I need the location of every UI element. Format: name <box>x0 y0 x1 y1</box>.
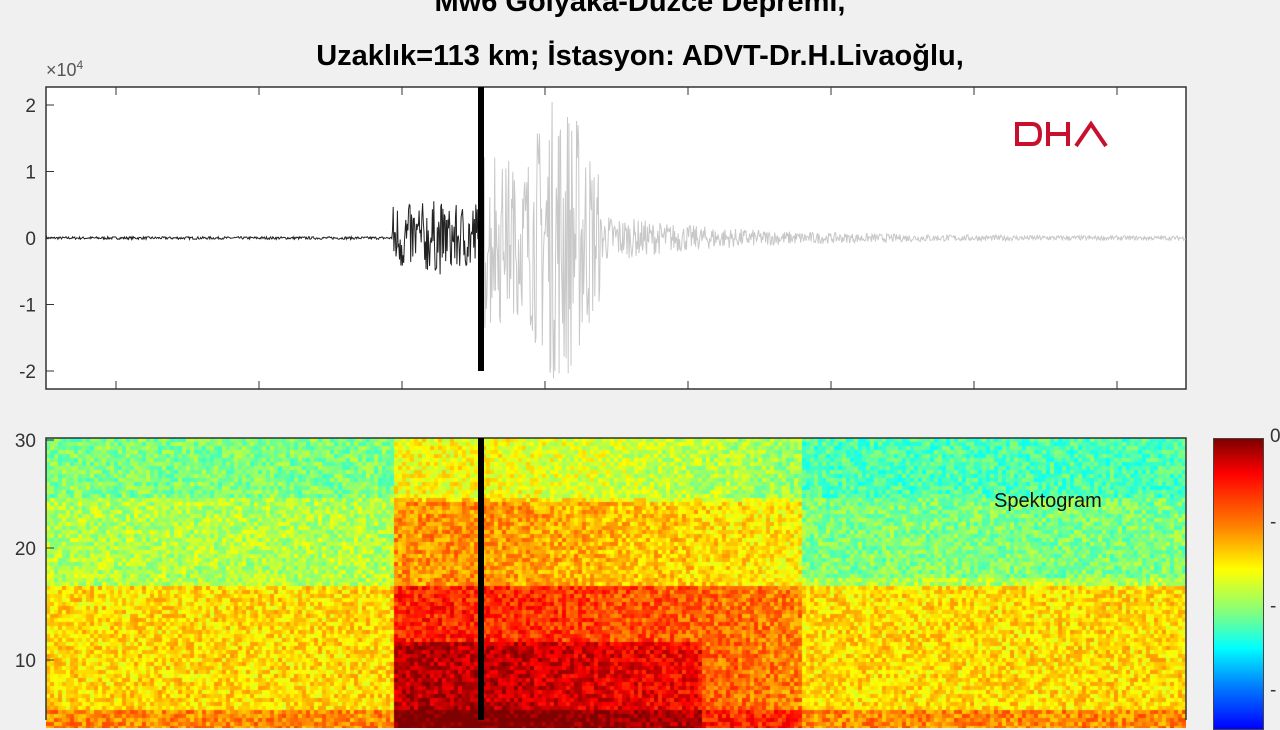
y-tick-label: 2 <box>25 96 36 117</box>
y-multiplier: ×104 <box>46 58 84 80</box>
y-tick-label: 30 <box>15 431 36 452</box>
colorbar-tick: - <box>1270 680 1277 701</box>
colorbar-tick: - <box>1270 596 1277 617</box>
chart-title-line1: Mw6 Gölyaka-Düzce Depremi, <box>434 0 846 18</box>
y-tick-label: -2 <box>19 362 36 383</box>
y-tick-label: 0 <box>25 229 36 250</box>
y-tick-label: 10 <box>15 651 36 672</box>
y-tick-label: 1 <box>25 163 36 184</box>
spectrogram-axes <box>45 437 1187 720</box>
spectrogram-heatmap <box>46 438 1186 728</box>
colorbar-tick: - <box>1270 512 1277 533</box>
waveform-remaining <box>480 101 1187 379</box>
colorbar-tick: 0 <box>1270 426 1280 447</box>
spectrogram-label: Spektogram <box>994 490 1102 512</box>
y-tick-label: -1 <box>19 296 36 317</box>
waveform-played <box>45 201 482 275</box>
y-tick-label: 20 <box>15 539 36 560</box>
dha-watermark <box>1014 120 1109 153</box>
chart-title-line2: Uzaklık=113 km; İstasyon: ADVT-Dr.H.Liva… <box>316 40 964 72</box>
colorbar <box>1213 438 1264 730</box>
